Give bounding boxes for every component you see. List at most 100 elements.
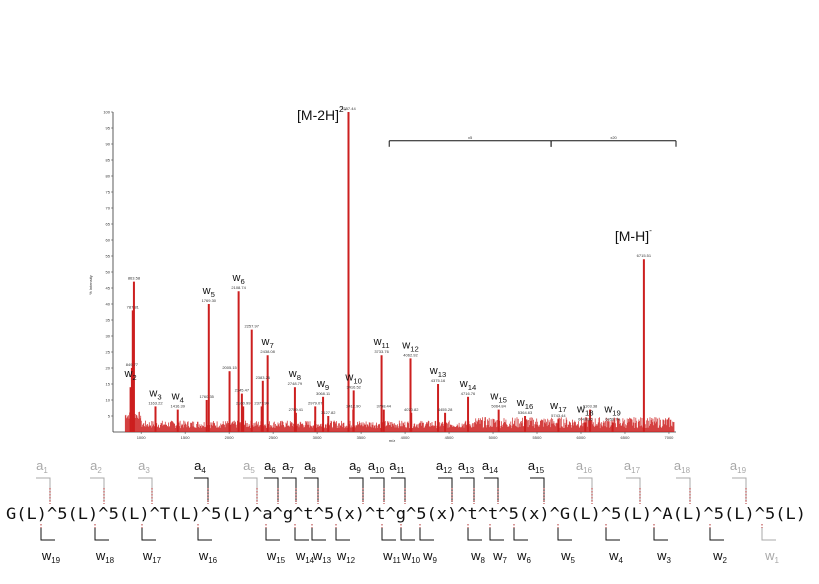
y-tick-label: 15 xyxy=(106,382,111,387)
w-ion-label: w3 xyxy=(656,548,671,565)
peak-label-subscript: 19 xyxy=(612,408,621,417)
w-ion-letter: w xyxy=(295,548,306,563)
y-axis-label: % Intensity xyxy=(88,275,93,295)
a-ion-letter: a xyxy=(482,458,490,473)
w-ion-bracket xyxy=(400,528,415,541)
y-tick-label: 25 xyxy=(106,350,111,355)
a-ion-letter: a xyxy=(576,458,584,473)
w-ion-letter: w xyxy=(422,548,433,563)
x-tick-label: 7000 xyxy=(665,435,675,440)
w-ion-subscript: 6 xyxy=(526,556,531,565)
y-tick-label: 75 xyxy=(106,190,111,195)
w-ion-label: w4 xyxy=(608,548,623,565)
scale-bracket-label: x20 xyxy=(610,135,617,140)
w-peak-label: w3 xyxy=(148,387,161,401)
w-ion-subscript: 11 xyxy=(393,556,402,565)
w-ion-label: w5 xyxy=(560,548,575,565)
peak-mz-label: 1760.35 xyxy=(199,394,214,399)
peak-mz-label: 2748.79 xyxy=(288,381,303,386)
w-peak-label: w8 xyxy=(288,368,301,382)
peak-mz-label: 3127.82 xyxy=(321,410,336,415)
sequence-text: G(L)^5(L)^5(L)^T(L)^5(L)^a^g^t^5(x)^t^g^… xyxy=(6,504,806,523)
w-ion-label: w14 xyxy=(295,548,315,565)
ion-label: [M-H]- xyxy=(615,225,652,244)
peak-label-subscript: 12 xyxy=(410,344,419,353)
w-ion-letter: w xyxy=(560,548,571,563)
w-ion-bracket xyxy=(761,528,776,541)
x-tick-label: 6000 xyxy=(577,435,587,440)
w-ion-label: w9 xyxy=(422,548,437,565)
a-ion-subscript: 3 xyxy=(145,466,150,475)
peak-mz-label: 1769.30 xyxy=(202,298,217,303)
a-ion-subscript: 13 xyxy=(465,466,474,475)
peak-label-subscript: 17 xyxy=(558,405,567,414)
y-tick-label: 45 xyxy=(106,286,111,291)
y-tick-label: 95 xyxy=(106,126,111,131)
a-ion-bracket xyxy=(90,477,105,502)
a-ion-label: a9 xyxy=(349,458,361,475)
w-ion-bracket xyxy=(709,528,724,541)
peak-label-text: w xyxy=(232,272,241,284)
peak-label-subscript: 3 xyxy=(157,392,161,401)
w-ion-subscript: 1 xyxy=(774,556,779,565)
a-ion-letter: a xyxy=(674,458,682,473)
w-peak-label: w17 xyxy=(549,400,567,414)
w-ion-subscript: 9 xyxy=(432,556,437,565)
w-ion-subscript: 12 xyxy=(346,556,355,565)
w-peak-label: w10 xyxy=(344,371,362,385)
a-ion-label: a3 xyxy=(138,458,150,475)
peak-label-text: w xyxy=(344,371,353,383)
a-ion-bracket xyxy=(138,477,153,502)
a-ion-bracket xyxy=(370,477,385,502)
a-ion-subscript: 7 xyxy=(289,466,294,475)
w-ion-letter: w xyxy=(198,548,209,563)
w-ion-letter: w xyxy=(764,548,775,563)
a-ion-bracket xyxy=(194,477,209,502)
w-ion-bracket xyxy=(335,528,350,541)
w-ion-bracket xyxy=(141,528,156,541)
w-ion-bracket xyxy=(513,528,528,541)
a-ion-letter: a xyxy=(458,458,466,473)
peak-label-text: [M-H] xyxy=(615,228,649,244)
w-peak-label: w12 xyxy=(401,339,419,353)
peak-label-charge: 2- xyxy=(339,104,347,114)
w-ion-label: w12 xyxy=(336,548,356,565)
w-ion-label: w10 xyxy=(401,548,421,565)
w-ion-subscript: 17 xyxy=(152,556,161,565)
peak-mz-label: 2145.47 xyxy=(235,388,250,393)
x-axis-ticks: 1000 1500 2000 2500 3000 3500 4000 4500 5000 5500… xyxy=(137,432,674,440)
w-ion-subscript: 18 xyxy=(105,556,114,565)
peak-mz-label: 2438.08 xyxy=(260,349,275,354)
w-peak-label: w2 xyxy=(123,368,136,382)
w-peak-label: w13 xyxy=(429,365,447,379)
peak-label-text: [M-2H] xyxy=(297,107,339,123)
a-ion-label: a11 xyxy=(389,458,405,475)
peak-label-subscript: 2 xyxy=(132,373,136,382)
a-ion-label: a19 xyxy=(730,458,747,475)
w-ion-subscript: 2 xyxy=(722,556,727,565)
w-ion-subscript: 7 xyxy=(502,556,507,565)
y-tick-label: 85 xyxy=(106,158,111,163)
a-ion-subscript: 18 xyxy=(681,466,690,475)
a-ion-subscript: 15 xyxy=(535,466,544,475)
w-ion-letter: w xyxy=(492,548,503,563)
a-ion-bracket xyxy=(626,477,641,502)
a-ion-label: a4 xyxy=(194,458,206,475)
peak-mz-label: 2383.26 xyxy=(256,375,271,380)
w-ion-bracket xyxy=(381,528,396,541)
w-ion-label: w17 xyxy=(142,548,162,565)
x-tick-label: 6500 xyxy=(621,435,631,440)
w-ion-subscript: 5 xyxy=(570,556,575,565)
w-ion-bracket xyxy=(419,528,434,541)
w-ion-bracket xyxy=(294,528,309,541)
x-tick-label: 1000 xyxy=(137,435,147,440)
a-ion-bracket xyxy=(36,477,51,502)
w-ion-subscript: 16 xyxy=(208,556,217,565)
x-tick-label: 1500 xyxy=(181,435,191,440)
peak-label-subscript: 13 xyxy=(438,370,447,379)
x-tick-label: 3000 xyxy=(313,435,323,440)
peak-mz-label: 4716.76 xyxy=(461,391,476,396)
w-ion-letter: w xyxy=(608,548,619,563)
peak-mz-label: 2759.41 xyxy=(289,407,304,412)
